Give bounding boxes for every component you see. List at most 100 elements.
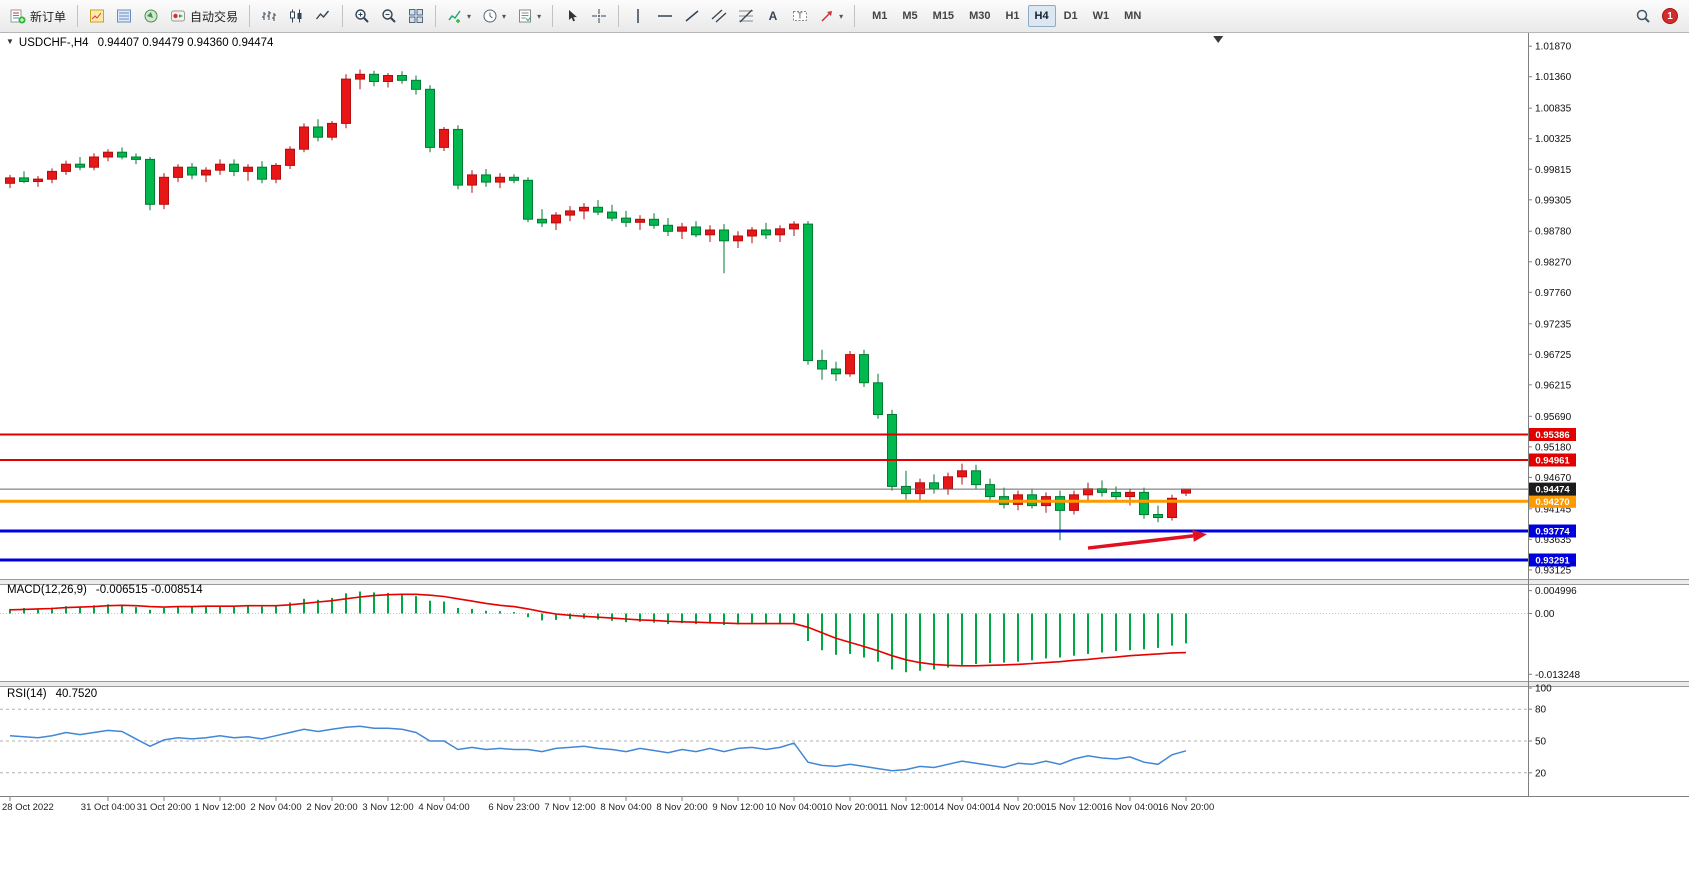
svg-text:11 Nov 12:00: 11 Nov 12:00 [878,802,934,813]
svg-text:80: 80 [1535,705,1547,716]
chevron-down-icon: ▾ [839,11,844,21]
auto-trading-label: 自动交易 [190,9,239,24]
timeframe-h4-button[interactable]: H4 [1027,5,1056,27]
text-label-button[interactable]: T [787,3,813,29]
timeframe-h1-button[interactable]: H1 [1005,10,1020,22]
fibonacci-button[interactable] [733,3,759,29]
toolbar-separator [435,5,437,27]
toolbar-separator [618,5,620,27]
periods-button[interactable]: ▾ [477,3,511,29]
macd-indicator-label: MACD(12,26,9) -0.006515 -0.008514 [7,584,203,596]
templates-icon [517,8,533,24]
toolbar-right: 1 [1630,3,1684,29]
fibonacci-icon [738,8,754,24]
timeframe-m15-button[interactable]: M15 [932,10,955,22]
line-chart-icon [315,8,331,24]
macd-values: -0.006515 -0.008514 [95,584,203,596]
svg-text:31 Oct 20:00: 31 Oct 20:00 [137,802,191,813]
auto-trading-icon [170,8,186,24]
rsi-value: 40.7520 [55,688,98,700]
crosshair-button[interactable] [586,3,612,29]
svg-text:0.004996: 0.004996 [1535,586,1577,597]
svg-text:0.95386: 0.95386 [1535,430,1569,441]
svg-text:0.00: 0.00 [1535,609,1555,620]
auto-trading-button[interactable]: 自动交易 [165,3,243,29]
chevron-down-icon: ▾ [502,11,507,21]
candlestick-button[interactable] [283,3,309,29]
text-icon: A [765,8,781,24]
svg-text:1 Nov 12:00: 1 Nov 12:00 [194,802,245,813]
tile-windows-button[interactable] [403,3,429,29]
periods-clock-icon [482,8,498,24]
svg-text:28 Oct 2022: 28 Oct 2022 [2,802,54,813]
svg-text:9 Nov 12:00: 9 Nov 12:00 [712,802,763,813]
indicators-button[interactable]: ▾ [442,3,476,29]
svg-text:0.94474: 0.94474 [1535,485,1570,496]
svg-text:3 Nov 12:00: 3 Nov 12:00 [362,802,413,813]
data-window-button[interactable] [111,3,137,29]
svg-text:0.93291: 0.93291 [1535,555,1570,566]
trendline-button[interactable] [679,3,705,29]
crosshair-icon [591,8,607,24]
timeframe-mn-button[interactable]: MN [1124,10,1142,22]
new-order-button[interactable]: 新订单 [5,3,71,29]
timeframe-m1-button[interactable]: M1 [872,10,888,22]
svg-text:20: 20 [1535,768,1547,779]
search-button[interactable] [1630,3,1656,29]
svg-text:A: A [769,9,778,23]
new-order-label: 新订单 [30,9,67,24]
templates-button[interactable]: ▾ [512,3,546,29]
timeframe-m30-button[interactable]: M30 [969,10,991,22]
candlestick-icon [288,8,304,24]
svg-text:31 Oct 04:00: 31 Oct 04:00 [81,802,135,813]
svg-text:0.97760: 0.97760 [1535,288,1572,299]
notification-badge[interactable]: 1 [1662,8,1678,24]
svg-text:0.94270: 0.94270 [1535,497,1569,508]
chart-menu-icon[interactable]: ▼ [6,37,14,46]
svg-text:16 Nov 20:00: 16 Nov 20:00 [1158,802,1215,813]
zoom-in-icon [354,8,370,24]
line-chart-button[interactable] [310,3,336,29]
market-watch-button[interactable] [84,3,110,29]
timeframe-m5-button[interactable]: M5 [902,10,918,22]
timeframe-d1-button[interactable]: D1 [1063,10,1078,22]
navigator-button[interactable] [138,3,164,29]
svg-text:0.98780: 0.98780 [1535,227,1572,238]
indicators-icon [447,8,463,24]
chevron-down-icon: ▾ [467,11,472,21]
svg-text:0.99305: 0.99305 [1535,195,1572,206]
svg-text:14 Nov 20:00: 14 Nov 20:00 [990,802,1047,813]
svg-text:16 Nov 04:00: 16 Nov 04:00 [1102,802,1159,813]
svg-text:-0.013248: -0.013248 [1535,670,1580,681]
svg-text:2 Nov 20:00: 2 Nov 20:00 [306,802,357,813]
zoom-in-button[interactable] [349,3,375,29]
chart-title: ▼ USDCHF-,H4 0.94407 0.94479 0.94360 0.944… [6,37,273,49]
horizontal-line-button[interactable] [652,3,678,29]
svg-text:0.94145: 0.94145 [1535,504,1572,515]
zoom-out-icon [381,8,397,24]
cursor-arrow-icon [564,8,580,24]
toolbar-separator [249,5,251,27]
svg-text:0.94961: 0.94961 [1535,455,1570,466]
svg-text:0.93125: 0.93125 [1535,565,1572,576]
zoom-out-button[interactable] [376,3,402,29]
channel-button[interactable] [706,3,732,29]
svg-text:15 Nov 12:00: 15 Nov 12:00 [1046,802,1103,813]
timeframe-group: M1 M5 M15 M30 H1 H4 D1 W1 MN [865,5,1148,27]
vertical-line-button[interactable] [625,3,651,29]
text-button[interactable]: A [760,3,786,29]
bar-chart-button[interactable] [256,3,282,29]
timeframe-w1-button[interactable]: W1 [1092,10,1110,22]
svg-text:0.96725: 0.96725 [1535,350,1572,361]
new-order-icon [10,8,26,24]
rsi-indicator-label: RSI(14) 40.7520 [7,688,97,700]
svg-text:2 Nov 04:00: 2 Nov 04:00 [250,802,301,813]
cursor-button[interactable] [559,3,585,29]
svg-text:10 Nov 04:00: 10 Nov 04:00 [766,802,823,813]
tile-windows-icon [408,8,424,24]
svg-text:1.00325: 1.00325 [1535,134,1572,145]
svg-text:T: T [798,12,803,21]
arrows-tool-button[interactable]: ▾ [814,3,848,29]
